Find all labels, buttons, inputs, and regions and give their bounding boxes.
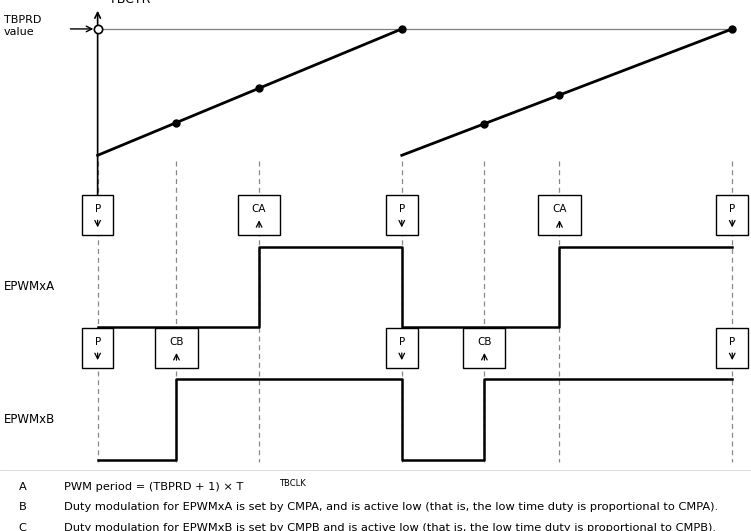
Text: TBCLK: TBCLK	[279, 479, 306, 488]
Bar	[386, 195, 418, 235]
Text: CA: CA	[552, 204, 567, 214]
Bar	[716, 328, 748, 367]
Text: TBCTR: TBCTR	[109, 0, 150, 6]
Bar	[538, 195, 581, 235]
Bar	[82, 195, 113, 235]
Text: EPWMxA: EPWMxA	[4, 280, 55, 293]
Bar	[463, 328, 505, 367]
Bar	[238, 195, 280, 235]
Text: EPWMxB: EPWMxB	[4, 413, 55, 426]
Text: P: P	[729, 337, 735, 347]
Text: P: P	[95, 337, 101, 347]
Bar	[386, 328, 418, 367]
Text: P: P	[729, 204, 735, 214]
Text: C: C	[19, 523, 26, 531]
Text: B: B	[19, 502, 26, 512]
Text: Duty modulation for EPWMxA is set by CMPA, and is active low (that is, the low t: Duty modulation for EPWMxA is set by CMP…	[64, 502, 718, 512]
Bar	[155, 328, 198, 367]
Text: P: P	[95, 204, 101, 214]
Text: CB: CB	[477, 337, 492, 347]
Text: Duty modulation for EPWMxB is set by CMPB and is active low (that is, the low ti: Duty modulation for EPWMxB is set by CMP…	[64, 523, 716, 531]
Bar	[82, 328, 113, 367]
Text: CB: CB	[169, 337, 184, 347]
Text: A: A	[19, 482, 26, 492]
Bar	[716, 195, 748, 235]
Text: CA: CA	[252, 204, 267, 214]
Text: PWM period = (TBPRD + 1) × T: PWM period = (TBPRD + 1) × T	[64, 482, 243, 492]
Text: TBPRD
value: TBPRD value	[4, 15, 41, 38]
Text: P: P	[399, 204, 405, 214]
Text: P: P	[399, 337, 405, 347]
